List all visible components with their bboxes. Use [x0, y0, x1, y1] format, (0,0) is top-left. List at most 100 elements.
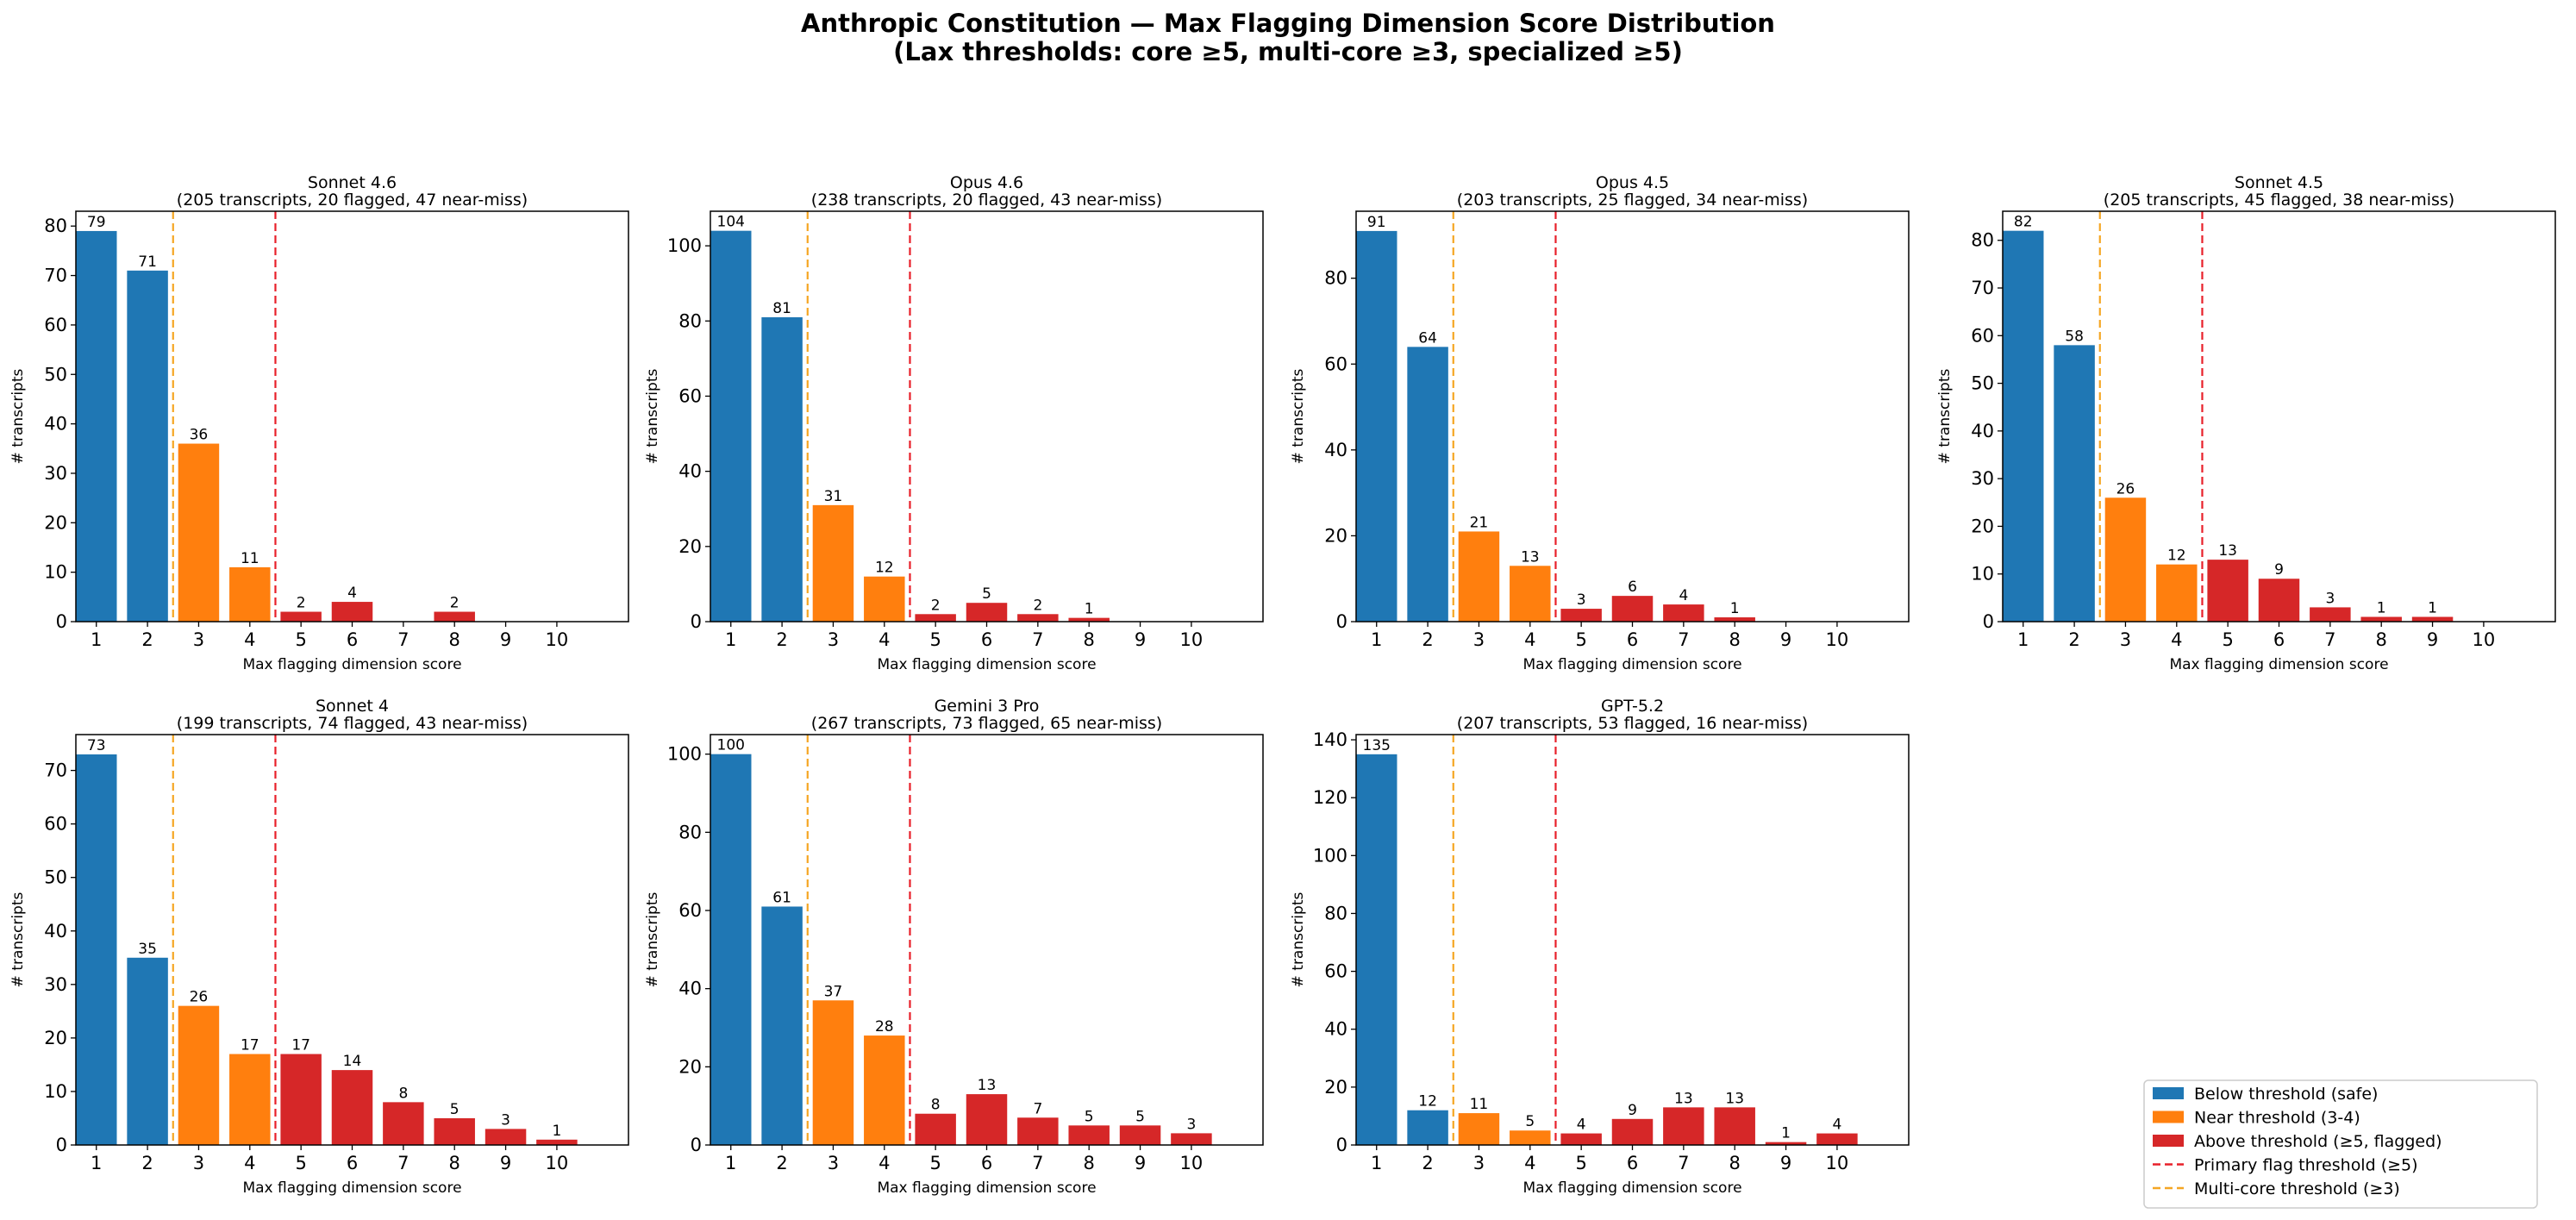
x-tick-label: 10 — [1180, 1153, 1204, 1173]
bar-score-2 — [2054, 345, 2095, 622]
subplot-grid: Sonnet 4.6(205 transcripts, 20 flagged, … — [9, 173, 2556, 1197]
y-tick-label: 30 — [44, 974, 67, 995]
bar-score-2 — [127, 957, 168, 1145]
y-tick-label: 20 — [678, 536, 702, 557]
bar-score-7 — [1017, 614, 1059, 622]
subplot-6: Gemini 3 Pro(267 transcripts, 73 flagged… — [644, 697, 1264, 1197]
x-tick-label: 8 — [2376, 629, 2387, 650]
bar-value-label: 3 — [1577, 591, 1586, 609]
y-axis-label: # transcripts — [1290, 892, 1307, 988]
subplot-title: Gemini 3 Pro — [935, 697, 1040, 716]
bar-value-label: 135 — [1363, 737, 1391, 754]
bar-score-1 — [76, 754, 117, 1145]
subplot-subtitle: (199 transcripts, 74 flagged, 43 near-mi… — [177, 714, 528, 733]
x-tick-label: 2 — [776, 1153, 787, 1173]
x-tick-label: 2 — [141, 1153, 153, 1173]
figure-title-line2: (Lax thresholds: core ≥5, multi-core ≥3,… — [893, 37, 1683, 66]
x-tick-label: 9 — [1780, 1153, 1791, 1173]
subplot-5: Sonnet 4(199 transcripts, 74 flagged, 43… — [9, 697, 629, 1197]
y-tick-label: 40 — [678, 461, 702, 482]
bar-score-3 — [812, 504, 854, 622]
subplot-2: Opus 4.6(238 transcripts, 20 flagged, 43… — [644, 173, 1264, 673]
bar-score-4 — [864, 1035, 905, 1145]
subplot-title: Opus 4.6 — [950, 173, 1023, 192]
bar-score-3 — [1458, 531, 1500, 622]
x-axis-label: Max flagging dimension score — [2169, 656, 2388, 673]
bar-score-5 — [1560, 609, 1602, 622]
y-tick-label: 100 — [667, 235, 702, 256]
bar-value-label: 4 — [347, 585, 357, 602]
bar-value-label: 5 — [450, 1101, 460, 1118]
bar-value-label: 35 — [138, 941, 157, 958]
bar-score-5 — [915, 1113, 956, 1145]
y-tick-label: 60 — [1324, 353, 1347, 374]
bar-score-1 — [710, 754, 752, 1145]
x-tick-label: 7 — [1032, 1153, 1043, 1173]
bar-value-label: 17 — [241, 1036, 259, 1054]
y-tick-label: 30 — [1971, 468, 1994, 489]
y-tick-label: 80 — [1971, 230, 1994, 251]
subplot-1: Sonnet 4.6(205 transcripts, 20 flagged, … — [9, 173, 629, 673]
y-tick-label: 0 — [1336, 1135, 1347, 1155]
bar-value-label: 13 — [978, 1077, 997, 1094]
x-tick-label: 10 — [546, 1153, 569, 1173]
bar-score-3 — [178, 1005, 220, 1145]
bar-score-2 — [1407, 1110, 1448, 1145]
x-tick-label: 4 — [878, 1153, 890, 1173]
x-axis-label: Max flagging dimension score — [242, 656, 461, 673]
bar-value-label: 1 — [2428, 599, 2437, 616]
x-tick-label: 1 — [1371, 629, 1382, 650]
x-tick-label: 6 — [981, 629, 992, 650]
bar-score-1 — [1356, 754, 1397, 1145]
y-tick-label: 60 — [44, 814, 67, 835]
y-tick-label: 70 — [1971, 278, 1994, 298]
x-tick-label: 5 — [295, 1153, 306, 1173]
legend-item: Near threshold (3-4) — [2153, 1109, 2360, 1128]
bar-value-label: 21 — [1470, 514, 1489, 531]
bar-score-4 — [1510, 1130, 1551, 1145]
bar-score-5 — [915, 614, 956, 622]
x-tick-label: 5 — [929, 629, 941, 650]
x-tick-label: 9 — [500, 1153, 511, 1173]
y-axis-label: # transcripts — [9, 369, 27, 465]
y-axis-label: # transcripts — [644, 369, 661, 465]
legend-label: Multi-core threshold (≥3) — [2194, 1179, 2400, 1198]
y-tick-label: 40 — [44, 921, 67, 942]
y-tick-label: 20 — [44, 512, 67, 533]
x-axis-label: Max flagging dimension score — [1522, 1179, 1741, 1197]
x-tick-label: 4 — [244, 629, 255, 650]
legend: Below threshold (safe) Near threshold (3-… — [2143, 1079, 2538, 1209]
bar-value-label: 71 — [138, 253, 157, 271]
bar-value-label: 73 — [87, 737, 106, 754]
bar-score-8 — [434, 611, 475, 622]
y-tick-label: 50 — [1971, 373, 1994, 394]
bar-value-label: 17 — [291, 1036, 310, 1054]
bar-value-label: 9 — [1628, 1102, 1637, 1119]
bar-score-8 — [434, 1117, 475, 1145]
x-tick-label: 10 — [1826, 629, 1849, 650]
y-axis-label: # transcripts — [644, 892, 661, 988]
x-tick-label: 2 — [776, 629, 787, 650]
bar-value-label: 81 — [772, 300, 791, 317]
bar-score-6 — [331, 1070, 373, 1145]
subplot-subtitle: (205 transcripts, 20 flagged, 47 near-mi… — [177, 191, 528, 210]
subplot-subtitle: (267 transcripts, 73 flagged, 65 near-mi… — [811, 714, 1162, 733]
x-axis-label: Max flagging dimension score — [877, 1179, 1096, 1197]
y-tick-label: 40 — [1324, 1019, 1347, 1040]
y-tick-label: 60 — [678, 385, 702, 406]
x-tick-label: 1 — [91, 1153, 102, 1173]
bar-score-2 — [127, 270, 168, 622]
bar-score-6 — [1611, 1118, 1654, 1145]
x-tick-label: 9 — [500, 629, 511, 650]
x-tick-label: 1 — [91, 629, 102, 650]
bar-value-label: 13 — [1674, 1090, 1693, 1107]
y-axis-label: # transcripts — [1290, 369, 1307, 465]
bar-score-6 — [966, 1094, 1008, 1145]
legend-label: Below threshold (safe) — [2194, 1085, 2378, 1104]
x-axis-label: Max flagging dimension score — [242, 1179, 461, 1197]
y-tick-label: 0 — [1336, 611, 1347, 632]
y-axis-label: # transcripts — [1936, 369, 1954, 465]
bar-score-8 — [2360, 616, 2402, 622]
